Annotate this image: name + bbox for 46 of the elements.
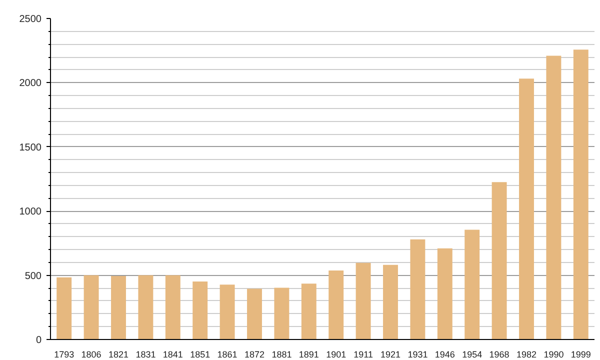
x-tick-label: 1982 — [516, 350, 537, 360]
bar — [138, 275, 154, 340]
bar — [301, 284, 316, 340]
x-tick-label: 1841 — [162, 350, 183, 360]
x-tick-label: 1999 — [570, 350, 591, 360]
bar — [383, 264, 398, 340]
bar — [192, 281, 208, 340]
bar — [247, 288, 262, 340]
bar — [492, 182, 507, 340]
y-tick-label: 500 — [24, 270, 42, 282]
x-tick-label: 1946 — [434, 350, 455, 360]
x-tick-label: 1793 — [54, 350, 74, 360]
y-tick-label: 2500 — [19, 14, 42, 25]
x-tick-label: 1931 — [408, 350, 428, 360]
bar — [546, 56, 562, 340]
x-tick-label: 1831 — [136, 350, 156, 360]
bar — [165, 275, 180, 340]
x-tick-label: 1921 — [380, 350, 401, 360]
bar — [464, 230, 480, 340]
y-tick-label: 1000 — [19, 206, 42, 218]
y-tick-label: 2000 — [19, 78, 42, 90]
x-tick-label: 1954 — [462, 350, 482, 360]
bar — [56, 277, 72, 340]
bar — [84, 275, 99, 340]
bar — [573, 50, 588, 340]
x-tick-label: 1968 — [489, 350, 510, 360]
x-tick-label: 1901 — [326, 350, 346, 360]
x-tick-label: 1990 — [544, 350, 564, 360]
x-tick-label: 1851 — [190, 350, 210, 360]
x-tick-label: 1911 — [354, 350, 373, 360]
bar — [356, 262, 371, 340]
x-tick-label: 1872 — [244, 350, 265, 360]
bar — [328, 270, 344, 340]
bar — [111, 276, 126, 340]
x-tick-label: 1821 — [108, 350, 129, 360]
x-tick-label: 1806 — [81, 350, 102, 360]
bar — [410, 239, 426, 340]
bar — [220, 284, 235, 340]
x-tick-label: 1881 — [272, 350, 292, 360]
bar — [519, 78, 534, 340]
x-tick-label: 1891 — [298, 350, 319, 360]
y-tick-label: 0 — [36, 335, 42, 346]
y-tick-label: 1500 — [19, 142, 42, 154]
bar — [437, 248, 452, 340]
x-tick-label: 1861 — [217, 350, 238, 360]
bar — [274, 288, 290, 340]
